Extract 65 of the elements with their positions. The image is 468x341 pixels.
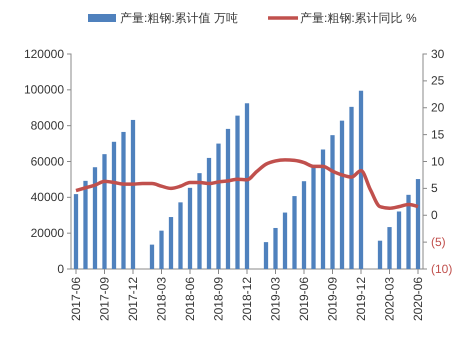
bar [311, 166, 316, 269]
x-tick-label: 2018-06 [183, 276, 198, 322]
x-tick-label: 2019-12 [354, 276, 368, 322]
bar [264, 242, 268, 269]
x-tick-label: 2017-09 [98, 276, 112, 322]
bar [121, 132, 126, 269]
y-tick-label: 0 [57, 262, 64, 276]
x-tick-label: 2017-12 [126, 276, 140, 322]
x-tick-label: 2019-09 [326, 276, 340, 322]
bar [235, 116, 240, 269]
x-tick-label: 2017-06 [69, 276, 84, 322]
x-tick-label: 2018-12 [240, 276, 254, 322]
bar [206, 158, 212, 269]
y-tick-label: 120000 [24, 46, 64, 61]
y2-tick-label: 25 [431, 74, 445, 88]
bar [358, 90, 364, 269]
y2-tick-label: 15 [431, 127, 445, 142]
y-tick-label: 80000 [30, 118, 64, 133]
bar [387, 227, 392, 269]
bar [273, 228, 278, 269]
bar [102, 154, 107, 269]
bar [416, 179, 420, 269]
line-series [74, 158, 420, 210]
bar [83, 180, 88, 269]
bar [226, 128, 230, 269]
bar [159, 230, 164, 269]
y2-tick-label: 30 [431, 46, 445, 61]
y2-tick-label: 0 [431, 208, 438, 222]
bar [197, 173, 202, 269]
x-tick-label: 2019-03 [268, 276, 283, 322]
y2-tick-label: 5 [431, 181, 438, 196]
x-tick-label: 2020-03 [382, 276, 397, 322]
bar [130, 120, 136, 269]
bar [74, 194, 78, 269]
bar [396, 211, 402, 269]
bar [216, 144, 221, 269]
x-tick-label: 2018-03 [154, 276, 169, 322]
x-tick-label: 2019-06 [297, 276, 312, 322]
y-tick-label: 40000 [30, 190, 64, 204]
bar [378, 240, 382, 269]
x-tick-label: 2020-06 [411, 276, 426, 322]
bar [188, 188, 192, 269]
y-tick-label: 20000 [30, 226, 64, 240]
y2-tick-label: (10) [431, 262, 452, 276]
y-tick-label: 100000 [24, 82, 64, 97]
y2-tick-label: 20 [431, 100, 445, 115]
legend-label: 产量:粗钢:累计同比 % [300, 11, 418, 26]
bar [178, 202, 183, 269]
bar [349, 106, 354, 269]
bar [320, 149, 326, 269]
bar [112, 142, 116, 269]
bar [282, 212, 288, 269]
legend-label: 产量:粗钢:累计值 万吨 [120, 11, 238, 26]
bar [168, 217, 174, 269]
bar [92, 167, 98, 269]
y-tick-label: 60000 [30, 154, 64, 168]
bar [292, 196, 297, 269]
y2-tick-label: 10 [431, 154, 445, 168]
y2-tick-label: (5) [431, 234, 446, 249]
bar [244, 103, 250, 269]
bar [150, 244, 154, 269]
bar [302, 181, 306, 269]
bar [340, 120, 344, 269]
x-tick-label: 2018-09 [212, 276, 226, 322]
bar [330, 135, 335, 269]
